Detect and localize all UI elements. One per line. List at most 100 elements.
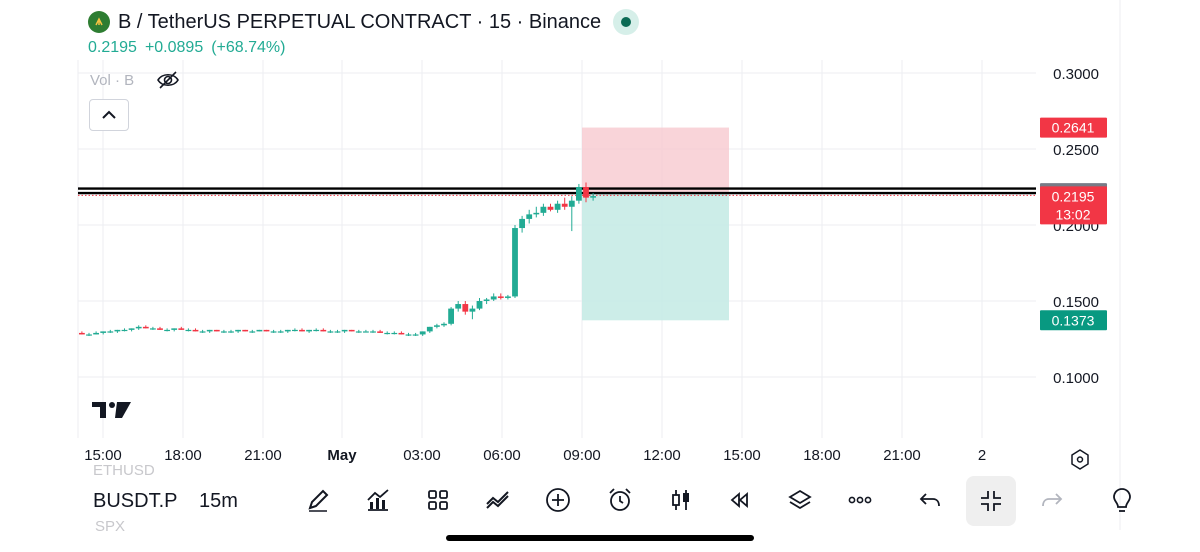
candle [341,329,348,332]
candle [363,331,369,333]
drawing-tool-button[interactable] [296,480,340,520]
grid-icon [428,490,448,510]
take-profit-zone [582,193,729,321]
object-tree-button[interactable] [778,480,822,520]
pen-icon [308,489,329,512]
candle [292,329,298,332]
symbol-title[interactable]: B / TetherUS PERPETUAL CONTRACT · 15 · B… [118,10,602,33]
candle [405,334,412,336]
candle [199,331,206,333]
candle [299,329,305,332]
candle [178,328,185,330]
candle [469,308,476,312]
y-axis-tick-label: 0.1500 [1053,294,1099,311]
candle [348,329,355,332]
countdown-timer: 13:02 [1055,206,1090,222]
candle [419,331,426,335]
candle [533,212,540,215]
chart-type-button[interactable] [659,480,703,520]
layers-icon [788,489,812,510]
price-scale-label-text: 0.2641 [1052,120,1095,136]
price-scale-label-text: 0.2195 [1052,188,1095,204]
redo-icon [1042,493,1063,507]
more-button[interactable] [838,480,882,520]
candle [228,331,234,333]
candle [448,308,454,324]
candle [185,329,192,332]
candle [590,196,596,198]
candle [93,332,99,335]
undo-icon [919,493,940,507]
fullscreen-exit-button[interactable] [966,476,1016,526]
candle [384,332,391,335]
more-dots-icon [848,496,872,504]
x-axis-tick-label: 09:00 [563,447,601,464]
candle [221,331,227,333]
rewind-icon [730,492,748,508]
candle [327,331,334,333]
x-axis-tick-label: 2 [978,447,986,464]
price-change: +0.0895 [144,39,204,56]
candle [505,296,511,298]
compare-button[interactable] [476,480,520,520]
candle [583,187,589,198]
chevron-up-icon [102,110,116,119]
candle [135,326,142,329]
ghost-symbol-above[interactable]: ETHUSD [93,462,155,479]
indicators-button[interactable] [356,480,400,520]
tradingview-logo-icon [92,402,131,418]
candle [568,200,575,207]
candle [576,187,582,201]
candle [434,325,440,327]
price-scale-label-text: 0.1373 [1052,312,1095,328]
plus-circle-icon [546,488,570,512]
candle [150,328,156,330]
stop-loss-zone [582,127,729,194]
market-status-icon[interactable] [613,9,640,35]
candle [355,331,362,333]
y-axis-tick-label: 0.1000 [1053,370,1099,387]
candle [100,331,107,333]
candle [270,331,277,333]
alarm-clock-icon [609,488,631,511]
price-change-percent: (+68.74%) [211,39,286,56]
candle [370,331,376,333]
volume-indicator-label: Vol · B [90,71,135,89]
candle [412,334,419,336]
interval-selector[interactable]: 15m [199,490,238,512]
minimize-icon [981,491,1001,511]
x-axis-tick-label: 21:00 [244,447,282,464]
candle [79,332,85,335]
x-axis-tick-label: 18:00 [164,447,202,464]
candle [263,329,270,332]
add-button[interactable] [536,480,580,520]
candle [490,296,497,300]
y-axis-tick-label: 0.3000 [1053,66,1099,83]
candle [213,329,220,332]
ideas-button[interactable] [1100,480,1144,520]
candle [164,329,170,332]
candle [171,328,178,330]
candle [284,329,291,332]
chart-settings-icon[interactable] [1071,449,1089,470]
candle [426,326,433,332]
redo-button[interactable] [1030,480,1074,520]
alert-button[interactable] [598,480,642,520]
volume-indicator-row[interactable]: Vol · B [90,70,180,90]
candle [157,328,163,330]
lightbulb-icon [1113,488,1131,512]
price-scale-label-current [1040,186,1107,225]
collapse-legend-button[interactable] [89,99,129,131]
x-axis-tick-label: 15:00 [723,447,761,464]
candle [547,206,554,210]
candle [277,331,284,333]
undo-button[interactable] [908,480,952,520]
compare-icon [486,491,509,509]
layouts-button[interactable] [416,480,460,520]
ghost-symbol-below[interactable]: SPX [95,518,126,535]
candle [540,206,547,213]
replay-button[interactable] [717,480,761,520]
eye-off-icon[interactable] [156,70,180,90]
symbol-selector[interactable]: BUSDT.P [93,490,178,512]
